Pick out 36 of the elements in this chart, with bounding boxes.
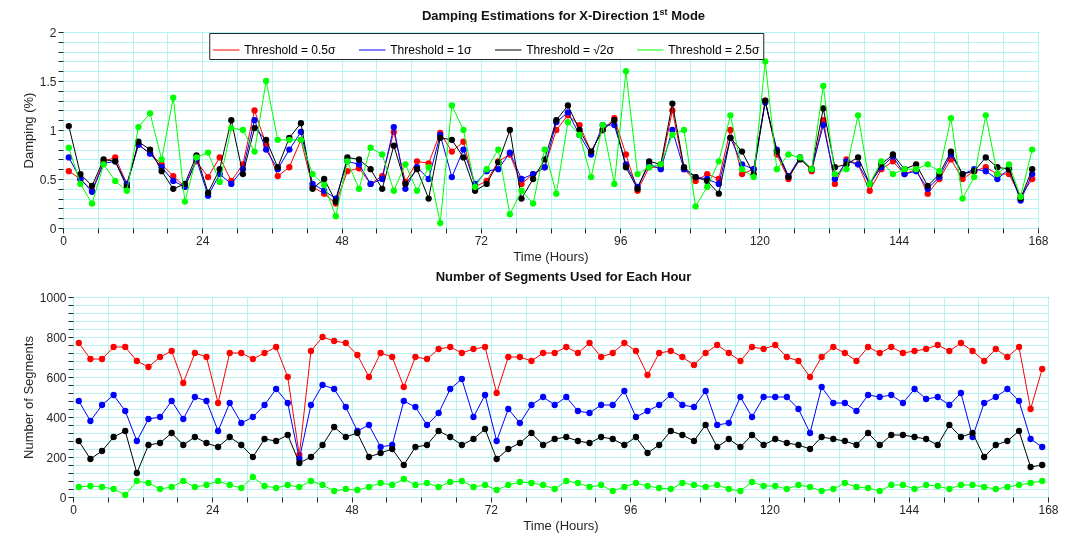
x-tick-label: 96 [623,502,638,517]
x-tick-label: 0 [70,502,78,517]
x-axis-title: Time (Hours) [513,248,589,264]
legend-label: Threshold = 1σ [390,43,472,57]
y-tick-label: 0 [59,490,67,505]
x-axis-title: Time (Hours) [523,517,599,533]
x-tick-label: 168 [1028,233,1049,248]
y-tick-label: 0 [49,221,57,236]
y-tick-label: 600 [46,370,67,385]
y-tick-label: 1.5 [39,74,57,89]
y-axis-title: Damping (%) [20,92,36,169]
x-tick-label: 24 [206,502,220,517]
x-tick-label: 144 [889,233,910,248]
y-tick-label: 1 [49,123,57,138]
x-tick-label: 72 [484,502,499,517]
legend-label: Threshold = 0.5σ [244,43,336,57]
x-tick-label: 120 [749,233,771,248]
legend-label: Threshold = √2σ [526,43,615,57]
x-tick-label: 24 [196,233,210,248]
x-tick-label: 48 [335,233,350,248]
y-tick-label: 1000 [39,290,67,305]
x-tick-label: 168 [1038,502,1059,517]
x-tick-label: 96 [613,233,628,248]
y-tick-label: 800 [46,330,67,345]
y-axis-title: Number of Segments [20,335,36,459]
x-tick-label: 144 [899,502,920,517]
x-tick-label: 48 [345,502,360,517]
x-tick-label: 72 [474,233,489,248]
y-tick-label: 2 [49,25,57,40]
legend-label: Threshold = 2.5σ [668,43,760,57]
chart-title: Damping Estimations for X-Direction 1$^{st}$ Mode [420,6,707,24]
y-tick-label: 0.5 [39,172,57,187]
y-tick-label: 200 [46,450,67,465]
chart-title: Number of Segments Used for Each Hour [434,268,693,286]
x-tick-label: 120 [759,502,781,517]
y-tick-label: 400 [46,410,67,425]
